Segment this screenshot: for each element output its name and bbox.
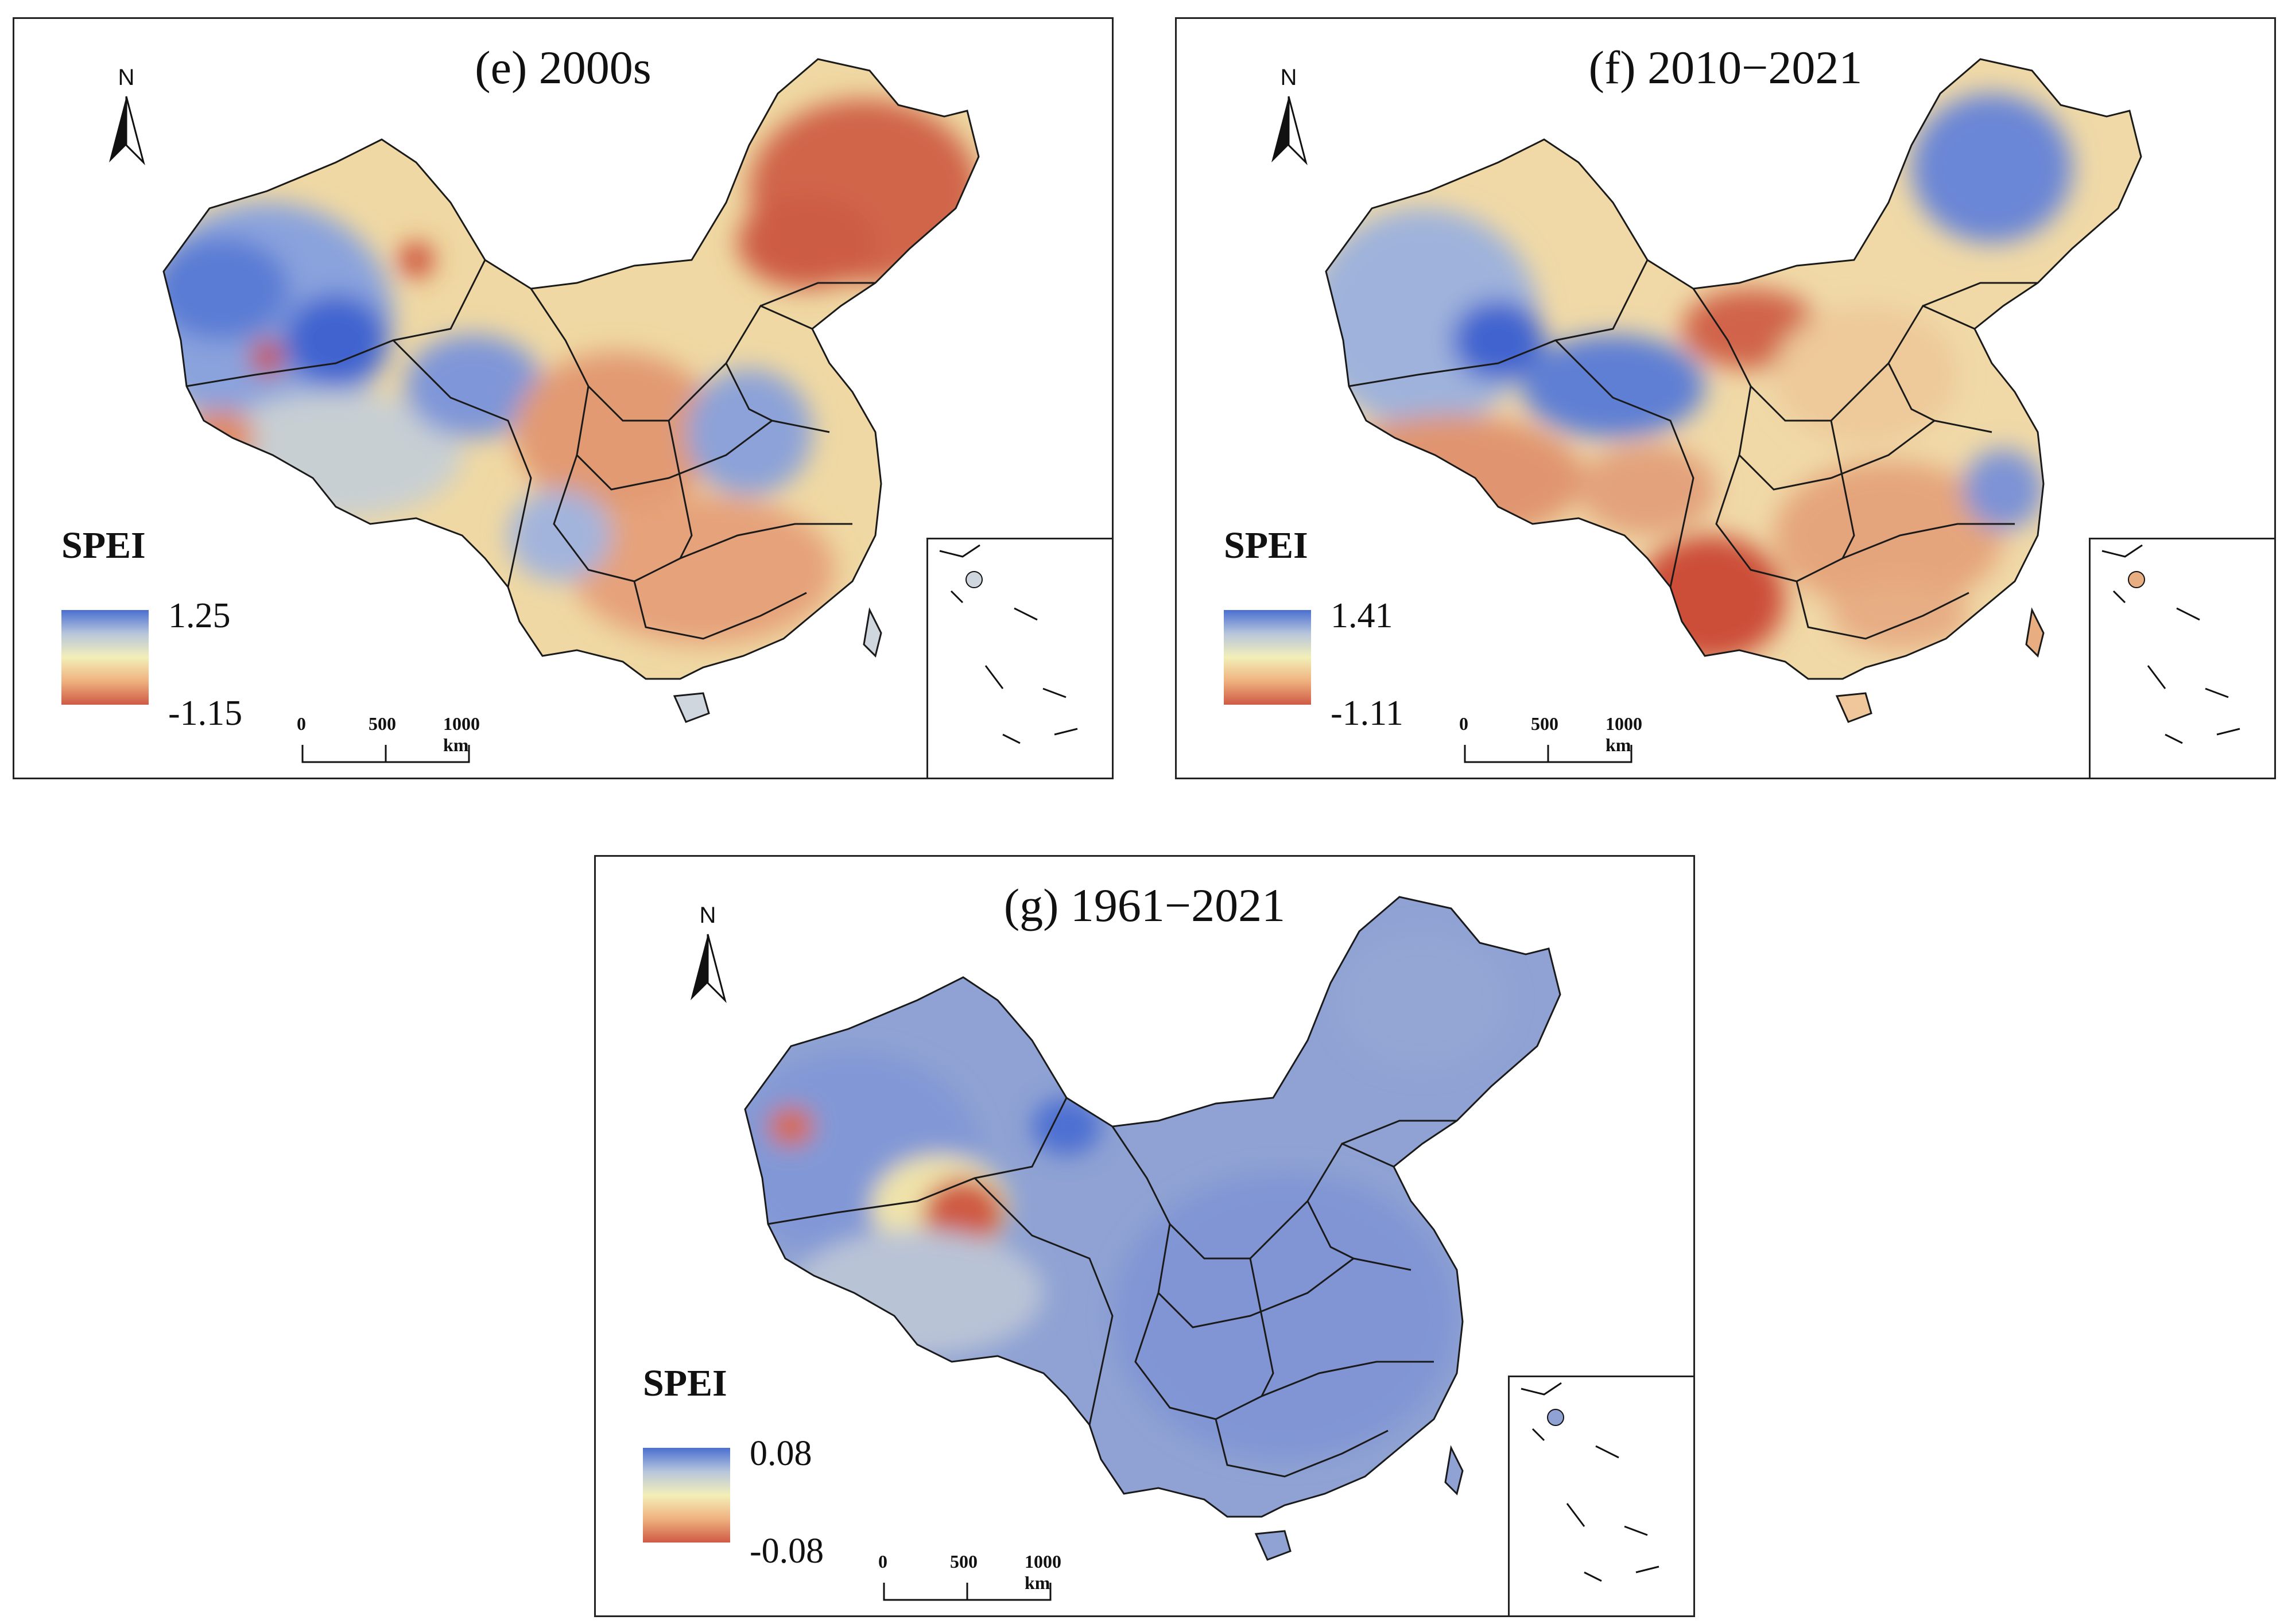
north-arrow-icon <box>691 934 727 1003</box>
north-arrow: N <box>682 903 734 1006</box>
inset-map <box>939 544 1078 744</box>
north-label: N <box>1280 65 1297 90</box>
scale-bar: 0 500 1000 km <box>291 713 480 776</box>
south-china-sea-inset <box>926 538 1112 778</box>
legend-title: SPEI <box>61 525 146 566</box>
legend-min-value: -1.15 <box>168 694 243 733</box>
legend-colorbar <box>1224 610 1311 705</box>
panel-title: (e) 2000s <box>475 41 652 94</box>
scale-line <box>1464 745 1632 763</box>
south-china-sea-inset <box>2089 538 2274 778</box>
map-panel-g: (g) 1961−2021 N SPEI 0.08 -0.08 0 500 10… <box>594 855 1695 1617</box>
north-label: N <box>118 65 135 90</box>
legend-title: SPEI <box>1224 525 1308 566</box>
china-map-f <box>1325 58 2142 723</box>
north-arrow-icon <box>109 96 145 165</box>
scale-label-1000: 1000 km <box>443 713 480 755</box>
scale-line <box>883 1583 1052 1601</box>
north-arrow: N <box>100 65 152 168</box>
scale-label-0: 0 <box>297 713 306 734</box>
legend-max-value: 0.08 <box>750 1434 812 1473</box>
legend-colorbar <box>61 610 149 705</box>
map-panel-e: (e) 2000s N SPEI 1.25 -1.15 0 500 1000 k… <box>13 17 1114 779</box>
legend-max-value: 1.25 <box>168 596 231 635</box>
scale-line <box>301 745 470 763</box>
scale-label-500: 500 <box>1531 713 1558 734</box>
scale-label-0: 0 <box>1459 713 1468 734</box>
panel-title: (f) 2010−2021 <box>1588 41 1863 94</box>
panel-title: (g) 1961−2021 <box>1003 879 1286 931</box>
scale-label-0: 0 <box>878 1551 887 1572</box>
legend-min-value: -1.11 <box>1331 694 1403 733</box>
china-map-g <box>744 896 1561 1561</box>
scale-label-1000: 1000 km <box>1606 713 1642 755</box>
legend-max-value: 1.41 <box>1331 596 1393 635</box>
north-arrow-icon <box>1271 96 1308 165</box>
legend-colorbar <box>643 1448 730 1543</box>
scale-bar: 0 500 1000 km <box>1453 713 1643 776</box>
scale-label-1000: 1000 km <box>1025 1551 1061 1593</box>
south-china-sea-inset <box>1508 1376 1693 1615</box>
scale-label-500: 500 <box>950 1551 978 1572</box>
legend-min-value: -0.08 <box>750 1532 824 1571</box>
map-panel-f: (f) 2010−2021 N SPEI 1.41 -1.11 0 500 10… <box>1175 17 2276 779</box>
north-label: N <box>699 903 716 928</box>
north-arrow: N <box>1263 65 1314 168</box>
legend-title: SPEI <box>643 1362 727 1404</box>
scale-bar: 0 500 1000 km <box>873 1551 1062 1614</box>
inset-map <box>2101 544 2240 744</box>
inset-map <box>1521 1382 1659 1582</box>
scale-label-500: 500 <box>369 713 396 734</box>
china-map-e <box>162 58 980 723</box>
